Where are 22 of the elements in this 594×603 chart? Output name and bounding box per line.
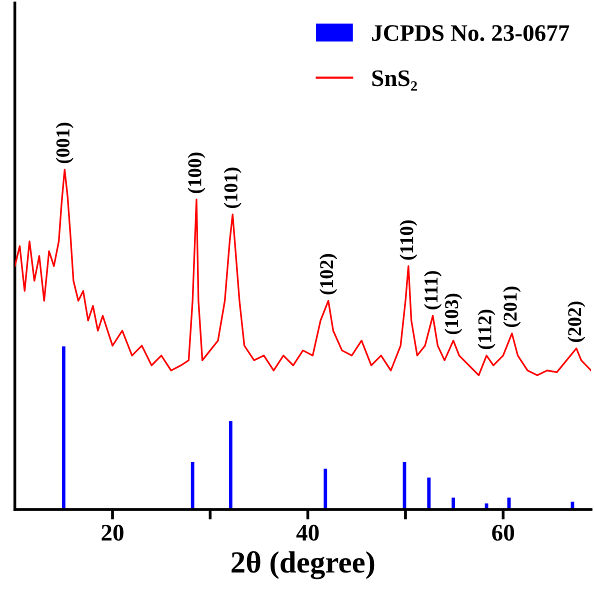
legend-label: SnS₂ <box>372 70 417 91</box>
annotation: (102) <box>320 254 338 294</box>
annotation: (001) <box>56 122 74 164</box>
legend-label: JCPDS No. 23-0677 <box>372 25 570 42</box>
annotation: (112) <box>478 310 496 350</box>
bar <box>228 421 232 510</box>
x-tick-label: 40 <box>296 524 319 541</box>
bar <box>324 468 328 510</box>
x-tick-label: 60 <box>492 524 514 541</box>
bar <box>62 346 66 510</box>
annotation: (202) <box>568 302 586 342</box>
annotation: (111) <box>424 271 442 310</box>
x-axis-title: 2θ (degree) <box>232 551 374 580</box>
bar <box>427 478 431 510</box>
annotation: (101) <box>224 168 242 208</box>
annotation: (103) <box>444 294 462 334</box>
annotation: (201) <box>503 286 521 328</box>
annotation: (110) <box>400 220 418 260</box>
bar <box>190 462 194 510</box>
x-tick-label: 20 <box>102 524 124 541</box>
bar <box>452 498 456 510</box>
annotation: (100) <box>188 152 206 194</box>
